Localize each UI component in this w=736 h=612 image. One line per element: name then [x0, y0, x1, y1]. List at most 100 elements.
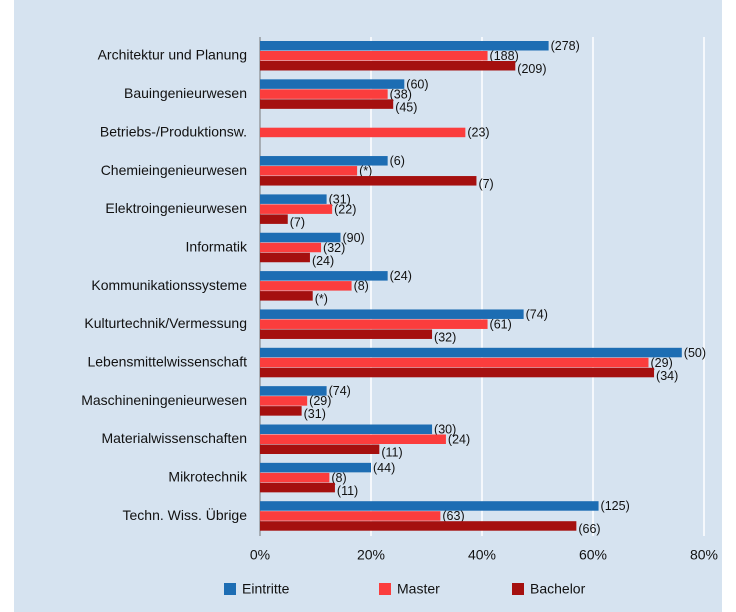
bar	[260, 61, 516, 71]
y-tick-label: Informatik	[186, 238, 248, 254]
data-label: (90)	[342, 231, 364, 245]
data-label: (125)	[601, 499, 630, 513]
data-label: (44)	[373, 461, 395, 475]
data-label: (188)	[490, 49, 519, 63]
x-tick-label: 60%	[579, 547, 607, 563]
bar	[260, 204, 333, 214]
legend-swatch	[379, 583, 391, 595]
data-label: (24)	[448, 433, 470, 447]
bar	[260, 329, 433, 339]
data-label: (*)	[315, 292, 328, 306]
bar	[260, 79, 405, 89]
data-label: (6)	[390, 154, 405, 168]
bar	[260, 194, 327, 204]
data-label: (32)	[434, 330, 456, 344]
legend-label: Eintritte	[242, 581, 290, 597]
bar	[260, 252, 310, 263]
data-label: (7)	[478, 177, 493, 191]
x-tick-label: 80%	[690, 547, 718, 563]
bar	[260, 434, 446, 444]
y-tick-label: Architektur und Planung	[98, 47, 247, 63]
data-label: (29)	[309, 394, 331, 408]
data-label: (23)	[467, 126, 489, 140]
legend-label: Bachelor	[530, 581, 586, 597]
bar	[260, 127, 466, 138]
legend-swatch	[224, 583, 236, 595]
data-label: (22)	[334, 202, 356, 216]
data-label: (7)	[290, 215, 305, 229]
data-label: (29)	[651, 356, 673, 370]
bar	[260, 521, 577, 531]
bar	[260, 511, 441, 521]
y-tick-label: Bauingenieurwesen	[124, 85, 247, 101]
bar	[260, 482, 335, 493]
y-tick-label: Kommunikationssysteme	[91, 277, 247, 293]
bar	[260, 89, 388, 99]
y-tick-label: Mikrotechnik	[168, 469, 248, 485]
bar	[260, 424, 433, 434]
legend-label: Master	[397, 581, 440, 597]
bar	[260, 242, 322, 253]
bar	[260, 462, 371, 473]
bar	[260, 347, 682, 358]
y-tick-label: Kulturtechnik/Vermessung	[84, 315, 247, 331]
bar	[260, 232, 341, 243]
bar	[260, 367, 655, 378]
bar	[260, 309, 524, 319]
bar	[260, 444, 380, 454]
data-label: (24)	[312, 254, 334, 268]
x-tick-label: 40%	[468, 547, 496, 563]
data-label: (66)	[578, 522, 600, 536]
bar	[260, 319, 488, 329]
data-label: (32)	[323, 241, 345, 255]
data-label: (278)	[551, 39, 580, 53]
y-tick-label: Lebensmittelwissenschaft	[87, 354, 247, 370]
data-label: (63)	[442, 509, 464, 523]
y-tick-label: Techn. Wiss. Übrige	[123, 506, 248, 523]
data-label: (8)	[354, 279, 369, 293]
bar	[260, 156, 388, 166]
data-label: (74)	[329, 384, 351, 398]
data-label: (30)	[434, 423, 456, 437]
bar	[260, 271, 388, 281]
data-label: (31)	[304, 407, 326, 421]
bar	[260, 472, 330, 483]
data-label: (24)	[390, 269, 412, 283]
data-label: (11)	[381, 446, 402, 460]
data-label: (8)	[331, 471, 346, 485]
data-label: (34)	[656, 369, 678, 383]
bar	[260, 406, 302, 416]
bar	[260, 357, 649, 368]
data-label: (60)	[406, 77, 428, 91]
data-label: (*)	[359, 164, 372, 178]
data-label: (31)	[329, 192, 351, 206]
bar	[260, 41, 549, 51]
x-tick-label: 0%	[250, 547, 270, 563]
legend-swatch	[512, 583, 524, 595]
data-label: (209)	[517, 62, 546, 76]
bar	[260, 396, 308, 406]
y-tick-label: Betriebs-/Produktionsw.	[100, 123, 247, 139]
bar	[260, 214, 288, 224]
data-label: (50)	[684, 346, 706, 360]
bar	[260, 281, 352, 291]
y-tick-label: Elektroingenieurwesen	[105, 200, 247, 216]
y-tick-label: Chemieingenieurwesen	[101, 162, 247, 178]
data-label: (74)	[526, 307, 548, 321]
bar	[260, 51, 488, 61]
y-tick-label: Materialwissenschaften	[101, 430, 247, 446]
data-label: (11)	[337, 484, 358, 498]
data-label: (45)	[395, 100, 417, 114]
y-tick-label: Maschineningenieurwesen	[81, 392, 247, 408]
bar	[260, 386, 327, 396]
data-label: (38)	[390, 87, 412, 101]
bar	[260, 291, 313, 301]
bar	[260, 99, 394, 109]
bar	[260, 501, 599, 511]
bar	[260, 166, 358, 176]
x-tick-label: 20%	[357, 547, 385, 563]
data-label: (61)	[490, 317, 512, 331]
bar	[260, 176, 477, 186]
